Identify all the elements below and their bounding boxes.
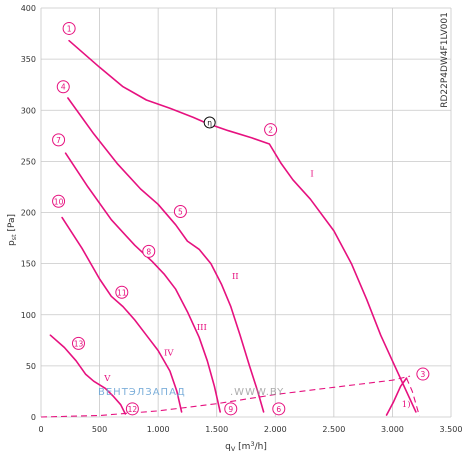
marker-12: 12: [125, 402, 139, 416]
marker-circle: [115, 285, 129, 299]
marker-label: 13: [74, 339, 84, 348]
x-tick-label: 0: [38, 425, 43, 434]
y-tick-label: 400: [21, 4, 36, 13]
marker-9: 9: [224, 402, 238, 416]
marker-circle: [71, 336, 85, 350]
efficiency-label: η: [207, 119, 212, 128]
curve-label: I: [310, 170, 313, 180]
fan-curve-v: [49, 334, 127, 415]
watermark-domain: .WWW.BY: [230, 387, 284, 398]
curve-label: II: [232, 272, 239, 282]
system-curve: [40, 375, 411, 418]
axes: 0 500 1.000 1.500 2.000 2.500 3.000 3.500 0 50 100…: [21, 4, 463, 434]
marker-circle: [264, 123, 278, 137]
marker-10: 10: [52, 194, 66, 208]
fan-curve-i: [68, 39, 417, 413]
marker-label: 11: [117, 288, 127, 297]
y-axis-label: pst [Pa]: [7, 214, 18, 246]
marker-2: 2: [264, 123, 278, 137]
marker-circle: [272, 402, 286, 416]
grid-lines: [40, 7, 452, 418]
marker-8: 8: [142, 244, 156, 258]
marker-label: 1: [67, 24, 72, 33]
y-tick-label: 250: [21, 157, 36, 166]
small-curve-label: 1): [402, 399, 411, 410]
y-tick-label: 100: [21, 311, 36, 320]
fan-curve-iii: [64, 152, 221, 413]
marker-label: 5: [178, 207, 183, 216]
dashed-curve: [405, 377, 420, 417]
marker-label: 9: [228, 405, 233, 414]
x-tick-label: 2.500: [322, 425, 345, 434]
y-tick-label: 150: [21, 260, 36, 269]
marker-circle: [224, 402, 238, 416]
fan-curves: [40, 39, 420, 418]
marker-circle: [416, 367, 430, 381]
x-tick-label: 1.500: [205, 425, 228, 434]
fan-curve-iv: [61, 216, 183, 413]
x-tick-label: 1.000: [147, 425, 170, 434]
x-tick-label: 3.000: [381, 425, 404, 434]
marker-label: 6: [276, 405, 281, 414]
x-axis-label: qV [m3/h]: [225, 440, 267, 453]
y-tick-label: 350: [21, 55, 36, 64]
marker-6: 6: [272, 402, 286, 416]
marker-circle: [125, 402, 139, 416]
marker-label: 10: [54, 197, 64, 206]
marker-circle: [62, 21, 76, 35]
marker-circle: [52, 133, 66, 147]
marker-circle: [173, 204, 187, 218]
efficiency-circle: [203, 116, 216, 129]
curve-label: III: [197, 323, 207, 333]
marker-1: 1: [62, 21, 76, 35]
marker-7: 7: [52, 133, 66, 147]
marker-label: 7: [56, 136, 61, 145]
y-tick-label: 0: [31, 413, 36, 422]
marker-13: 13: [71, 336, 85, 350]
curve-label: IV: [164, 349, 174, 359]
x-tick-label: 500: [92, 425, 107, 434]
marker-4: 4: [56, 80, 70, 94]
marker-5: 5: [173, 204, 187, 218]
small-curve: [385, 377, 408, 416]
y-tick-label: 200: [21, 209, 36, 218]
efficiency-marker: η: [203, 116, 216, 129]
marker-circle: [56, 80, 70, 94]
marker-label: 4: [61, 83, 66, 92]
x-tick-label: 2.000: [264, 425, 287, 434]
marker-label: 3: [420, 370, 425, 379]
y-tick-label: 300: [21, 106, 36, 115]
watermark-brand: ВЕНТЭЛЗАПАД: [98, 387, 186, 398]
marker-3: 3: [416, 367, 430, 381]
x-tick-label: 3.500: [440, 425, 463, 434]
marker-label: 2: [268, 126, 273, 135]
fan-curve-ii: [67, 97, 265, 413]
model-label: RD22P4DW4F1LV001: [440, 12, 450, 108]
watermark: ВЕНТЭЛЗАПАД .WWW.BY: [98, 387, 284, 398]
marker-label: 12: [128, 405, 138, 414]
marker-circle: [52, 194, 66, 208]
y-tick-label: 50: [26, 362, 36, 371]
marker-label: 8: [146, 247, 151, 256]
curve-label: V: [103, 374, 111, 384]
marker-circle: [142, 244, 156, 258]
marker-11: 11: [115, 285, 129, 299]
